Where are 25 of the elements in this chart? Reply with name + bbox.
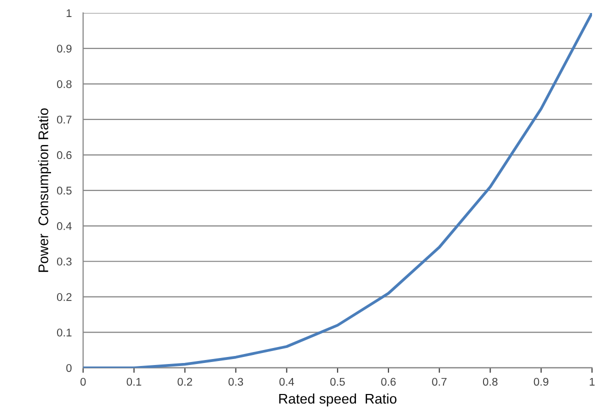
x-tick-label: 0.8: [482, 378, 498, 386]
y-axis-title: Power Consumption Ratio: [38, 108, 52, 272]
x-tick-label: 0.3: [228, 378, 244, 386]
line-series: [83, 12, 592, 368]
y-tick-label: 0: [66, 364, 72, 372]
y-tick-label: 0.7: [57, 116, 72, 124]
x-tick-label: 0.1: [126, 378, 142, 386]
x-tick-label: 0.2: [178, 378, 192, 386]
x-tick-label: 0.5: [330, 378, 345, 386]
x-tick-label: 0: [80, 378, 86, 386]
y-tick-label: 0.4: [57, 222, 72, 230]
x-tick-label: 0.4: [279, 378, 294, 386]
x-tick-label: 0.9: [534, 378, 548, 386]
x-tick-label: 1: [590, 378, 595, 386]
x-tick-label: 0.7: [432, 378, 447, 386]
x-tick-label: 0.6: [381, 378, 396, 386]
y-tick-label: 0.2: [57, 293, 72, 301]
y-tick-label: 1: [66, 9, 72, 17]
y-tick-label: 0.9: [57, 44, 72, 53]
x-axis-title: Rated speed Ratio: [279, 393, 396, 406]
y-tick-label: 0.8: [57, 80, 72, 88]
y-tick-label: 0.5: [57, 186, 72, 195]
y-tick-label: 0.3: [57, 258, 72, 266]
y-tick-label: 0.6: [57, 151, 72, 160]
y-tick-label: 0.1: [57, 328, 72, 336]
